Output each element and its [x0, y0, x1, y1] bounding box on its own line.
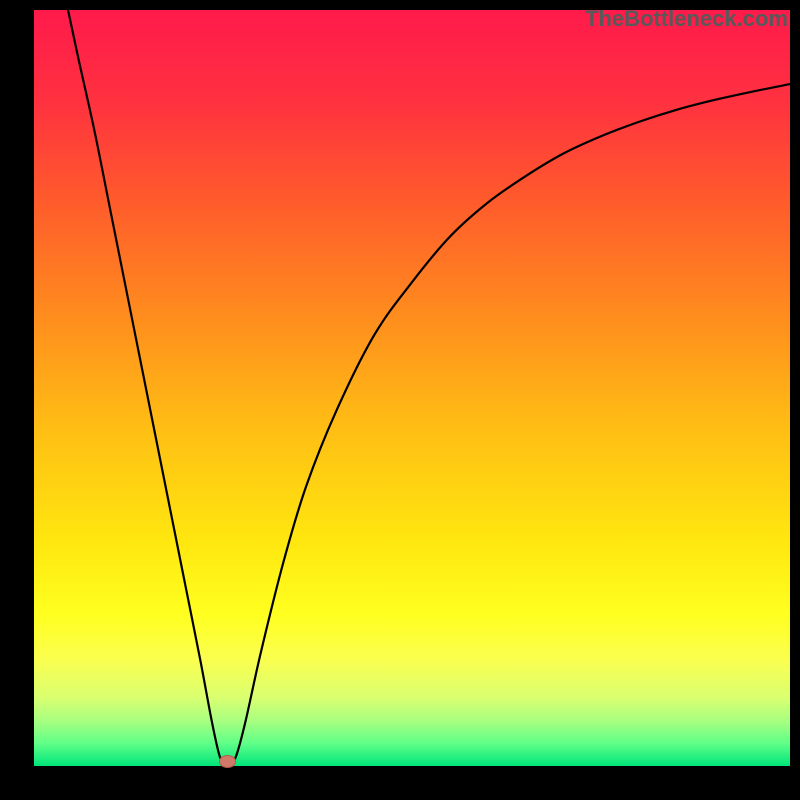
- watermark-label: TheBottleneck.com: [585, 6, 788, 32]
- minimum-marker: [220, 755, 236, 767]
- curve-layer: [34, 10, 790, 766]
- bottleneck-curve: [68, 10, 790, 766]
- plot-area: [34, 10, 790, 766]
- chart-frame: TheBottleneck.com: [0, 0, 800, 800]
